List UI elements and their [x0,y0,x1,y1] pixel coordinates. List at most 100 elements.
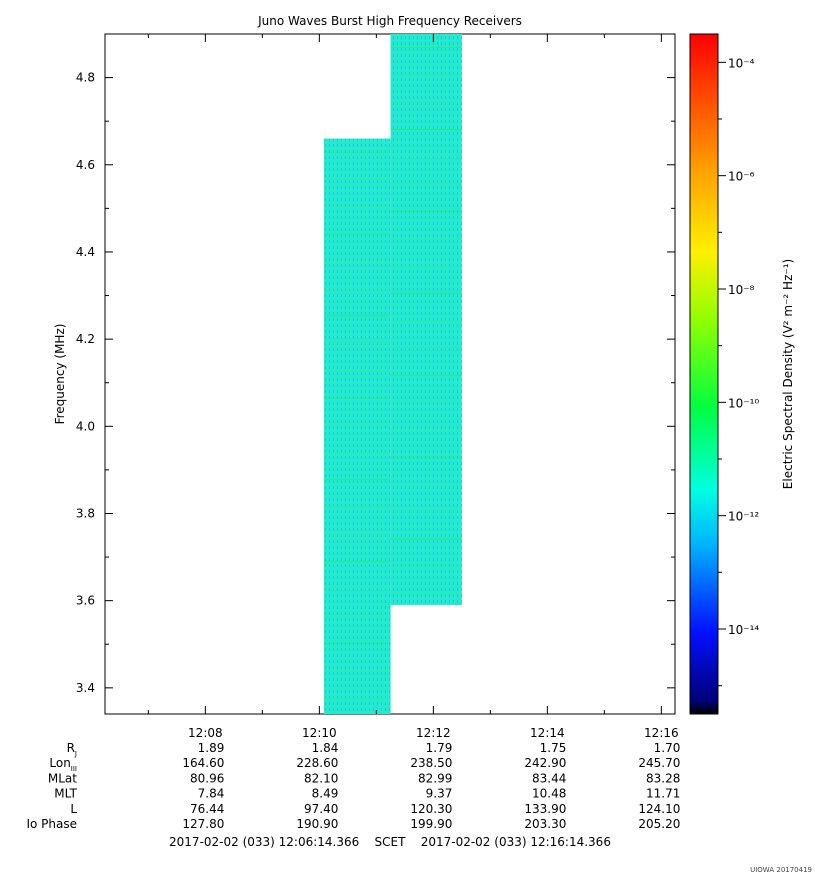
x-tick-label: 12:16 [644,726,679,740]
ephemeris-value: 82.99 [418,771,452,785]
ephemeris-label-subscript: J [74,750,77,758]
ephemeris-value: 9.37 [426,787,453,801]
channel-band [390,101,462,103]
ephemeris-label: MLat [48,771,77,785]
ephemeris-value: 1.70 [654,741,681,755]
channel-band [323,424,391,426]
ephemeris-value: 11.71 [646,787,680,801]
colorbar-tick-label: 10⁻¹² [728,510,759,524]
ephemeris-value: 203.30 [524,817,566,831]
ephemeris-value: 7.84 [198,787,225,801]
channel-band [390,128,462,131]
channel-band [390,511,462,513]
channel-band [323,697,391,699]
channel-band [323,451,391,454]
ephemeris-value: 228.60 [296,756,338,770]
ephemeris-value: 97.40 [304,802,338,816]
channel-band [323,561,391,563]
channel-band [323,370,391,372]
ephemeris-value: 124.10 [638,802,680,816]
channel-band [390,593,462,595]
time-range-text: 2017-02-02 (033) 12:06:14.366 SCET 2017-… [169,835,611,849]
ephemeris-value: 238.50 [410,756,452,770]
ephemeris-value: 76.44 [190,802,224,816]
y-tick-label: 4.0 [76,419,95,433]
channel-band [323,479,391,481]
channel-band [390,265,462,267]
channel-band [323,260,391,263]
channel-band [323,615,391,617]
ephemeris-label-subscript: III [71,765,77,773]
channel-band [323,397,391,399]
ephemeris-value: 164.60 [182,756,224,770]
x-tick-label: 12:10 [302,726,337,740]
ephemeris-label: MLT [54,787,77,801]
spectrogram-block-texture [390,34,462,606]
y-tick-label: 3.6 [76,594,95,608]
y-tick-label: 3.4 [76,681,95,695]
ephemeris-value: 127.80 [182,817,224,831]
ephemeris-value: 242.90 [524,756,566,770]
ephemeris-value: 1.75 [540,741,567,755]
channel-band [390,47,462,49]
channel-band [323,288,391,290]
y-tick-label: 4.6 [76,158,95,172]
channel-band [390,538,462,540]
ephemeris-value: 83.44 [532,771,566,785]
colorbar-tick-label: 10⁻⁸ [728,283,755,297]
colorbar-tick-label: 10⁻¹⁴ [728,623,759,637]
ephemeris-value: 1.84 [312,741,339,755]
channel-band [390,74,462,76]
y-tick-label: 4.8 [76,71,95,85]
channel-band [390,456,462,458]
channel-band [390,347,462,349]
channel-band [323,315,391,317]
ephemeris-value: 80.96 [190,771,224,785]
channel-band [323,533,391,536]
channel-band [323,588,391,590]
colorbar: 10⁻¹⁴ 10⁻¹² 10⁻¹⁰ 10⁻⁸ 10⁻⁶ 10⁻⁴ [689,33,759,715]
ephemeris-value: 120.30 [410,802,452,816]
y-tick-label: 4.4 [76,245,95,259]
ephemeris-label: Io Phase [26,817,77,831]
x-tick-label: 12:12 [416,726,451,740]
y-tick-label: 4.2 [76,332,95,346]
ephemeris-value: 133.90 [524,802,566,816]
channel-band [390,292,462,294]
channel-band [390,156,462,158]
colorbar-label: Electric Spectral Density (V² m⁻² Hz⁻¹) [781,259,795,489]
channel-band [390,183,462,185]
ephemeris-value: 199.90 [410,817,452,831]
y-axis-label: Frequency (MHz) [53,324,67,425]
ephemeris-value: 190.90 [296,817,338,831]
channel-band [390,429,462,431]
colorbar-tick-label: 10⁻⁴ [728,56,755,70]
channel-band [390,238,462,240]
channel-band [390,320,462,322]
ephemeris-table: RJ 1.89 1.84 1.79 1.75 1.70 LonIII 164.60 228.60… [26,741,680,831]
channel-band [323,206,391,208]
ephemeris-label: RJ [67,741,77,758]
ephemeris-value: 205.20 [638,817,680,831]
y-tick-label: 3.8 [76,506,95,520]
channel-band [323,233,391,235]
ephemeris-value: 1.89 [198,741,225,755]
channel-band [323,178,391,181]
ephemeris-value: 83.28 [646,771,680,785]
plot-area: 12:08 12:10 12:12 12:14 12:16 3.4 3.6 3.8 4.0 4.… [76,33,679,740]
x-tick-label: 12:14 [530,726,565,740]
channel-band [323,151,391,153]
ephemeris-label: L [70,802,77,816]
ephemeris-value: 1.79 [426,741,453,755]
channel-band [323,342,391,344]
ephemeris-label: LonIII [49,756,77,773]
channel-band [323,506,391,508]
channel-band [390,401,462,404]
ephemeris-value: 245.70 [638,756,680,770]
ephemeris-value: 82.10 [304,771,338,785]
ephemeris-value: 8.49 [312,787,339,801]
spectrogram-block-texture [323,138,391,715]
spectrogram-block [323,138,391,715]
spectrogram-block [390,34,462,606]
channel-band [390,210,462,212]
